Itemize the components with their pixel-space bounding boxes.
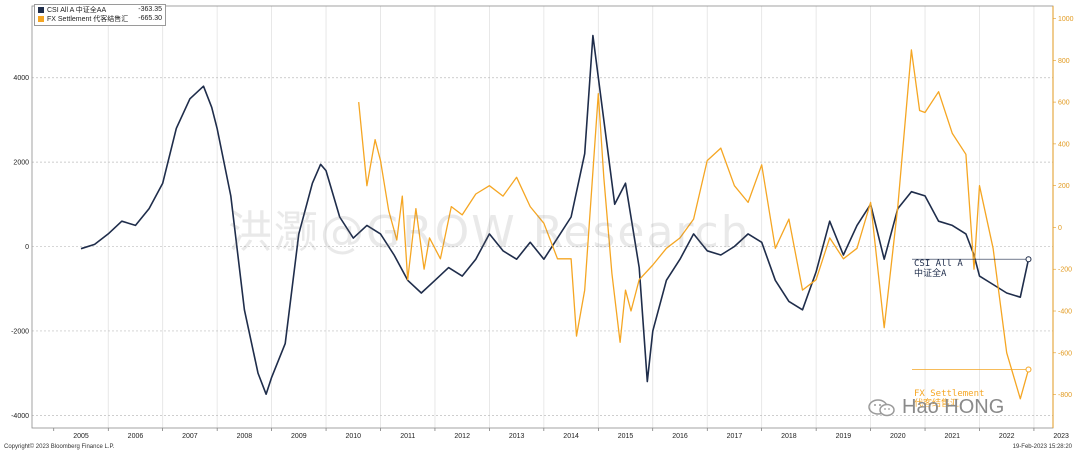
y-left-tick-label: -2000 — [11, 328, 29, 335]
y-left-tick-label: 4000 — [13, 75, 29, 82]
annotation-csi-line2: 中证全A — [914, 269, 947, 279]
y-axis-left: 4000 2000 0 -2000 -4000 — [11, 75, 29, 420]
x-tick-label: 2015 — [618, 433, 634, 440]
timestamp: 19-Feb-2023 15:28:20 — [1012, 444, 1072, 450]
x-tick-label: 2011 — [400, 433, 415, 440]
y-right-tick-label: -400 — [1058, 309, 1072, 316]
series-end-marker-csi — [1025, 256, 1032, 263]
x-tick-label: 2019 — [836, 433, 852, 440]
legend-swatch-fx — [38, 15, 44, 22]
series-group — [80, 34, 1032, 400]
plot-frame — [31, 5, 1054, 429]
y-left-tick-label: 2000 — [13, 160, 29, 167]
y-right-tick-label: 600 — [1058, 100, 1070, 107]
x-axis: 2005 2006 2007 2008 2009 2010 2011 2012 2013 2014… — [53, 428, 1069, 440]
x-tick-label: 2007 — [182, 433, 198, 440]
y-right-tick-label: -800 — [1058, 392, 1072, 399]
x-tick-label: 2006 — [128, 433, 144, 440]
x-tick-label: 2023 — [1053, 433, 1069, 440]
x-tick-label: 2017 — [727, 433, 743, 440]
legend-item-csi: CSI All A 中证全AA -363.35 — [35, 5, 165, 14]
y-right-tick-label: -200 — [1058, 267, 1072, 274]
annotation-csi-line1: CSI All A — [914, 259, 963, 269]
legend-swatch-csi — [38, 6, 44, 13]
y-axis-right: 1000 800 600 400 200 0 -200 -400 -600 -800 — [1053, 16, 1074, 399]
x-tick-label: 2005 — [73, 433, 89, 440]
x-tick-label: 2012 — [454, 433, 470, 440]
grid-lines — [32, 6, 1053, 428]
x-tick-label: 2009 — [291, 433, 307, 440]
y-right-tick-label: 800 — [1058, 58, 1070, 65]
y-left-tick-label: -4000 — [11, 413, 29, 420]
y-right-tick-label: 1000 — [1058, 16, 1074, 23]
brand: Hao HONG — [868, 396, 1004, 419]
y-right-tick-label: 0 — [1058, 225, 1062, 232]
series-line-fx — [358, 49, 1030, 400]
y-right-tick-label: 200 — [1058, 183, 1070, 190]
wechat-icon — [868, 398, 895, 416]
x-tick-label: 2020 — [890, 433, 906, 440]
legend-value-csi: -363.35 — [138, 6, 162, 13]
x-tick-label: 2013 — [509, 433, 525, 440]
copyright: Copyright© 2023 Bloomberg Finance L.P. — [4, 444, 115, 450]
legend-label-csi: CSI All A 中证全AA — [47, 6, 107, 14]
legend-item-fx: FX Settlement 代客结售汇 -665.30 — [35, 14, 165, 23]
x-tick-label: 2010 — [345, 433, 361, 440]
x-tick-label: 2022 — [999, 433, 1015, 440]
x-tick-label: 2008 — [237, 433, 253, 440]
x-tick-label: 2014 — [563, 433, 579, 440]
legend: CSI All A 中证全AA -363.35 FX Settlement 代客… — [34, 4, 166, 26]
legend-value-fx: -665.30 — [138, 15, 162, 22]
x-tick-label: 2018 — [781, 433, 797, 440]
x-tick-label: 2021 — [944, 433, 960, 440]
y-left-tick-label: 0 — [25, 244, 29, 251]
brand-name: Hao HONG — [902, 396, 1005, 418]
annotation-fx: FX Settlement 代客结售汇 — [914, 389, 984, 409]
y-right-tick-label: -600 — [1058, 350, 1072, 357]
legend-label-fx: FX Settlement 代客结售汇 — [47, 15, 129, 23]
x-tick-label: 2016 — [672, 433, 688, 440]
y-right-tick-label: 400 — [1058, 141, 1070, 148]
annotation-csi: CSI All A 中证全A — [914, 259, 963, 279]
series-line-csi — [80, 34, 1030, 396]
series-end-marker-fx — [1025, 366, 1032, 373]
watermark: 洪灏@GROW Research — [228, 207, 751, 258]
annotation-fx-line1: FX Settlement — [914, 389, 985, 399]
annotation-fx-line2: 代客结售汇 — [914, 399, 960, 409]
